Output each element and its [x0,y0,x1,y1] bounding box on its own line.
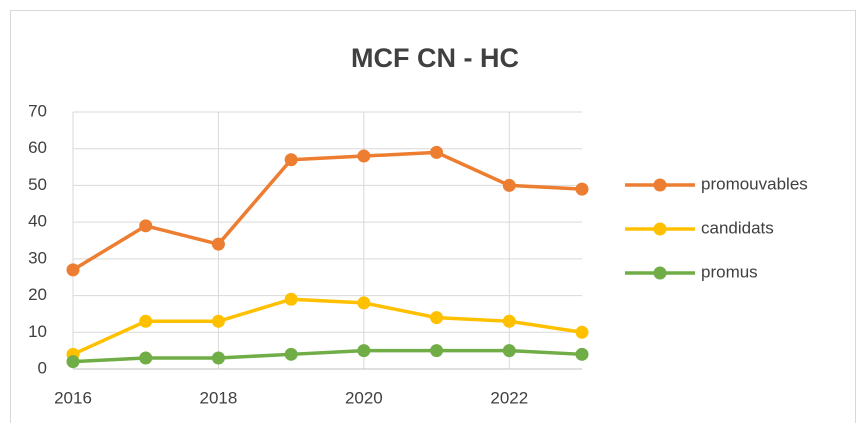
point [139,351,153,365]
y-tick-label: 30 [28,248,47,267]
point [430,145,444,159]
chart-title: MCF CN - HC [351,43,519,73]
point [502,178,516,192]
point [139,219,153,233]
point [430,344,444,358]
point [502,314,516,328]
legend-label: promus [701,262,758,281]
point [357,296,371,310]
legend-marker [653,178,667,192]
x-tick-label: 2020 [345,388,383,407]
legend-marker [653,222,667,236]
y-tick-label: 10 [28,322,47,341]
series-line [72,297,583,356]
point [357,344,371,358]
legend-label: promouvables [701,174,808,193]
legend-marker [653,266,667,280]
point [575,347,589,361]
point [575,182,589,196]
point [139,314,153,328]
point [66,355,80,369]
point [502,344,516,358]
point [575,325,589,339]
point [430,311,444,325]
x-tick-label: 2022 [490,388,528,407]
point [284,153,298,167]
y-tick-label: 60 [28,138,47,157]
y-tick-label: 20 [28,285,47,304]
point [357,149,371,163]
point [211,314,225,328]
series-line [72,348,583,364]
y-tick-label: 50 [28,175,47,194]
series-line [72,150,583,272]
point [284,347,298,361]
point [211,351,225,365]
legend-label: candidats [701,218,774,237]
y-tick-label: 0 [38,358,47,377]
x-tick-label: 2016 [54,388,92,407]
point [284,292,298,306]
point [211,237,225,251]
y-tick-label: 70 [28,101,47,120]
point [66,263,80,277]
y-tick-label: 40 [28,212,47,231]
x-tick-label: 2018 [200,388,238,407]
